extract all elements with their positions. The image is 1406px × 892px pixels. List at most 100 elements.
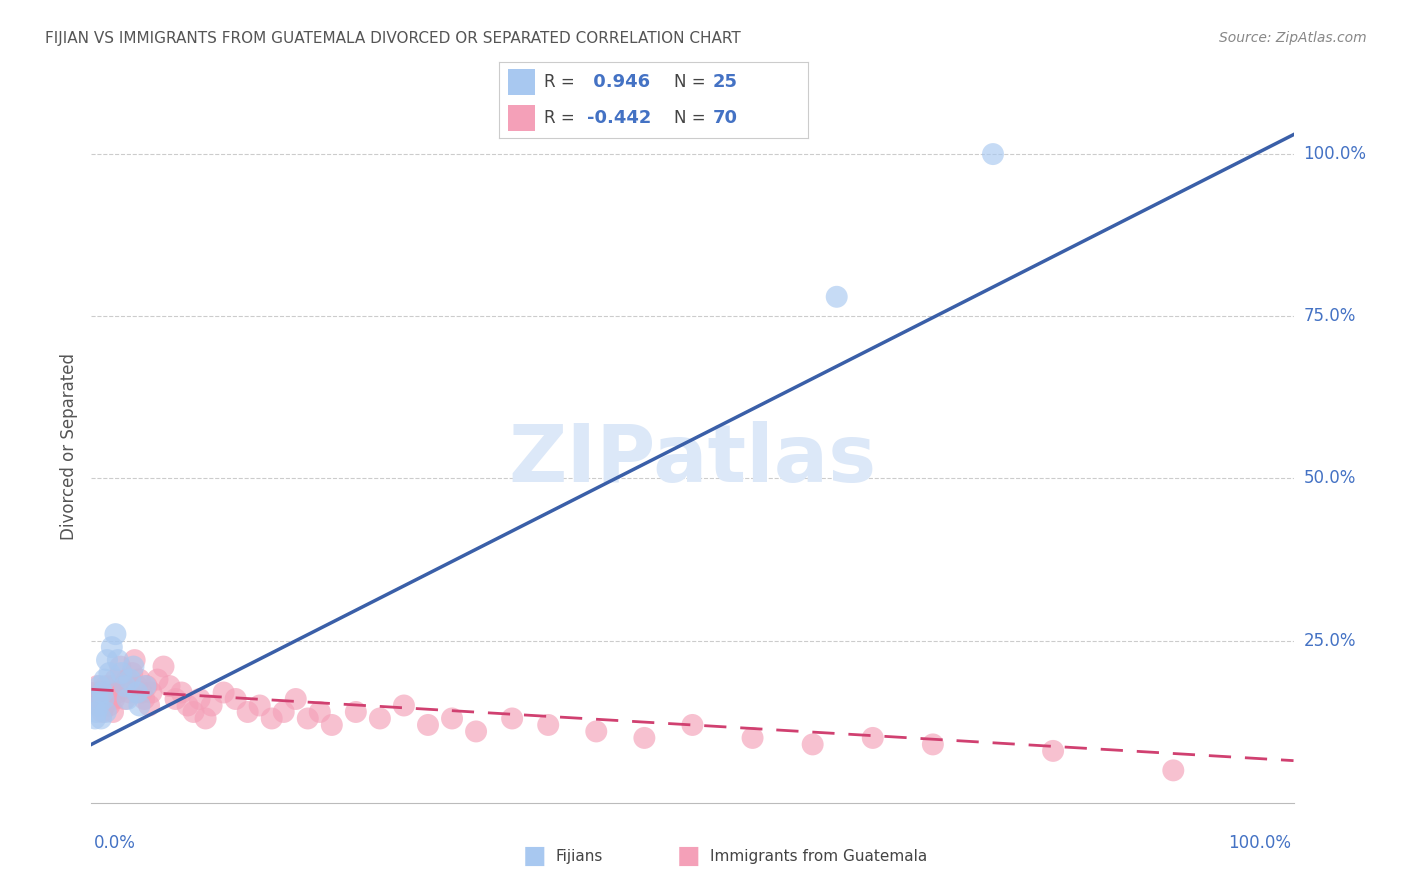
Point (825, 290, 848, 304)
Point (633, 731, 655, 745)
Point (124, 653, 146, 667)
Text: -0.442: -0.442 (588, 109, 651, 127)
Text: 0.946: 0.946 (588, 73, 651, 91)
Point (501, 711, 523, 725)
Point (1042, 744, 1064, 758)
Point (134, 692, 156, 706)
Point (110, 666, 132, 681)
Point (97, 685, 120, 699)
Point (165, 692, 187, 706)
Point (188, 692, 211, 706)
Point (98, 666, 121, 681)
Text: 70: 70 (713, 109, 738, 127)
Point (84, 711, 107, 725)
Point (84, 685, 107, 699)
Point (141, 685, 163, 699)
Point (194, 711, 217, 725)
Point (101, 679, 124, 693)
Point (86, 692, 108, 706)
Point (90, 692, 112, 706)
Point (117, 692, 139, 706)
Text: R =: R = (544, 109, 575, 127)
Point (84, 705, 107, 719)
Point (135, 679, 157, 693)
Point (94, 705, 117, 719)
Point (260, 711, 283, 725)
Point (103, 692, 125, 706)
Point (107, 685, 129, 699)
Text: R =: R = (544, 73, 575, 91)
Point (84, 692, 107, 706)
Point (183, 705, 205, 719)
Point (1161, 764, 1184, 778)
Bar (509, 70, 534, 95)
Point (138, 698, 160, 713)
Point (368, 711, 391, 725)
Point (537, 718, 560, 732)
Point (284, 692, 307, 706)
Text: 25: 25 (713, 73, 738, 91)
Point (321, 718, 343, 732)
Point (96, 692, 118, 706)
Point (440, 711, 463, 725)
Text: ■: ■ (678, 845, 700, 868)
Point (121, 666, 143, 681)
Point (308, 705, 330, 719)
Text: ZIPatlas: ZIPatlas (509, 421, 876, 500)
Point (114, 679, 136, 693)
Point (107, 653, 129, 667)
Point (236, 705, 259, 719)
Point (98, 698, 121, 713)
Point (131, 685, 153, 699)
Point (273, 705, 295, 719)
Point (93, 673, 115, 687)
Point (125, 679, 148, 693)
Text: Source: ZipAtlas.com: Source: ZipAtlas.com (1219, 31, 1367, 45)
Point (89, 685, 111, 699)
Y-axis label: Divorced or Separated: Divorced or Separated (59, 352, 77, 540)
Text: FIJIAN VS IMMIGRANTS FROM GUATEMALA DIVORCED OR SEPARATED CORRELATION CHART: FIJIAN VS IMMIGRANTS FROM GUATEMALA DIVO… (45, 31, 741, 46)
Point (93, 685, 115, 699)
Point (118, 673, 141, 687)
Point (125, 685, 148, 699)
Point (122, 659, 145, 673)
Point (297, 711, 319, 725)
Point (465, 724, 488, 739)
Point (176, 698, 198, 713)
Point (87, 698, 110, 713)
Point (87, 698, 110, 713)
Point (111, 679, 134, 693)
Point (114, 692, 136, 706)
Point (91, 685, 114, 699)
Text: 50.0%: 50.0% (1303, 469, 1355, 487)
Point (117, 673, 139, 687)
Point (922, 738, 945, 752)
Point (91, 705, 114, 719)
Point (225, 692, 247, 706)
Text: N =: N = (673, 109, 706, 127)
Text: 100.0%: 100.0% (1303, 145, 1367, 163)
Point (100, 692, 122, 706)
Point (93, 692, 115, 706)
Point (101, 640, 124, 654)
Point (128, 673, 150, 687)
Point (110, 659, 132, 673)
Point (170, 685, 193, 699)
Text: Immigrants from Guatemala: Immigrants from Guatemala (710, 849, 928, 863)
Point (416, 718, 439, 732)
Point (89, 679, 111, 693)
Text: ■: ■ (523, 845, 546, 868)
Point (134, 679, 156, 693)
Text: 75.0%: 75.0% (1303, 307, 1355, 326)
Point (90, 711, 112, 725)
Text: 100.0%: 100.0% (1227, 834, 1291, 852)
Point (118, 685, 141, 699)
Point (104, 627, 127, 641)
Point (249, 698, 271, 713)
Point (104, 673, 127, 687)
Point (862, 731, 884, 745)
Point (93, 698, 115, 713)
Point (101, 705, 124, 719)
Text: Fijians: Fijians (555, 849, 603, 863)
Text: N =: N = (673, 73, 706, 91)
